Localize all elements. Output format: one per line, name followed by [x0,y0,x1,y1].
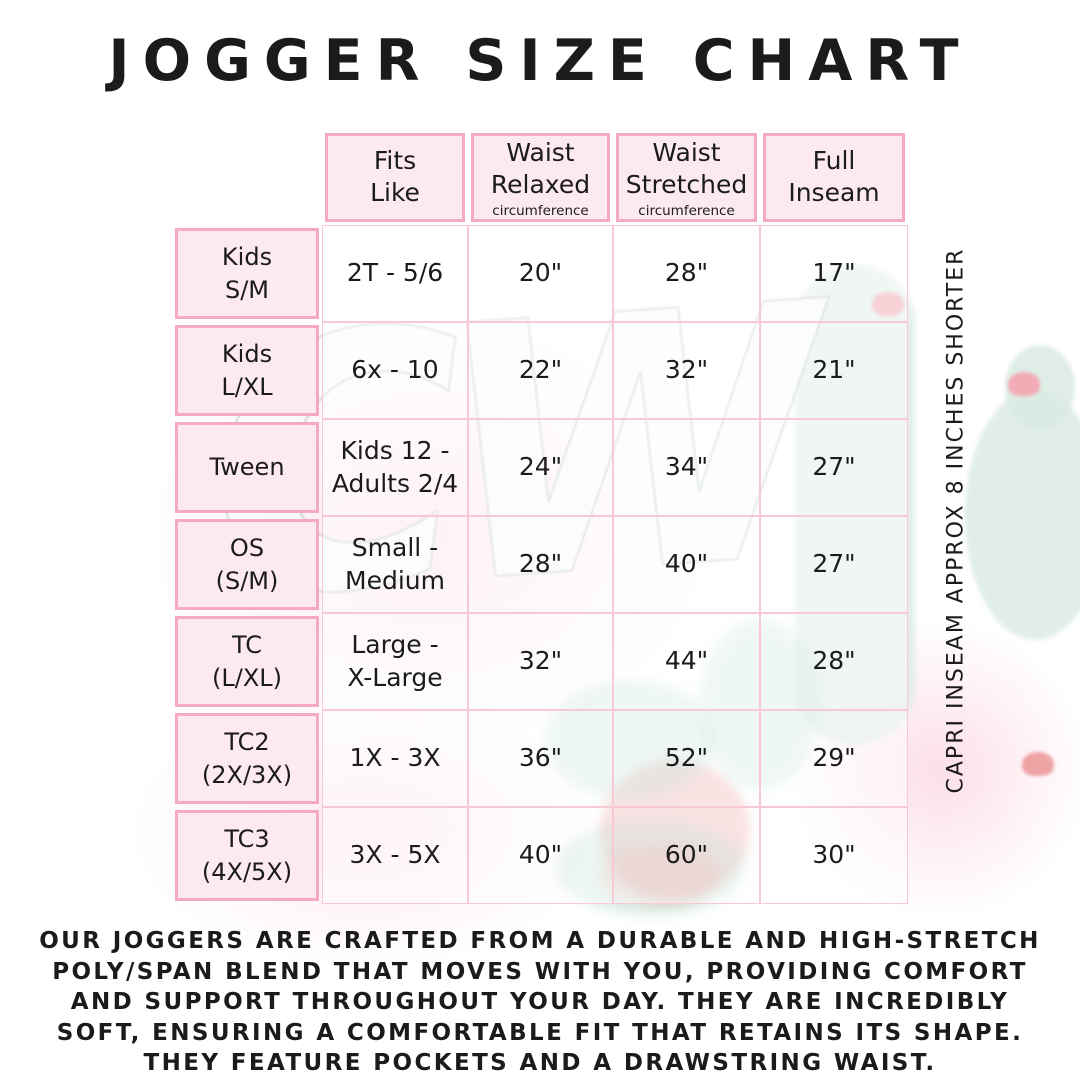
row-label-text: Kids S/M [221,243,273,304]
table-cell-full-inseam: 27" [760,419,908,516]
size-chart-table: Fits Like Waist Relaxed circumference Wa… [172,130,908,904]
row-label-text: Kids L/XL [221,340,273,401]
capri-inseam-note-text: CAPRI INSEAM APPROX 8 INCHES SHORTER [943,247,969,793]
table-cell-waist-stretched: 44" [613,613,760,710]
table-corner-spacer [172,130,322,225]
column-header-label: Waist Stretched [625,137,748,200]
table-cell-fits-like: 1X - 3X [322,710,468,807]
row-label-kids-sm: Kids S/M [175,228,319,319]
table-cell-full-inseam: 28" [760,613,908,710]
table-cell-waist-stretched: 52" [613,710,760,807]
table-cell-waist-stretched: 60" [613,807,760,904]
column-header-waist-relaxed: Waist Relaxed circumference [471,133,610,222]
table-cell-fits-like: Kids 12 - Adults 2/4 [322,419,468,516]
table-cell-full-inseam: 21" [760,322,908,419]
row-label-text: TC2 (2X/3X) [201,728,293,789]
table-cell-fits-like: 3X - 5X [322,807,468,904]
red-flower-decoration [1022,752,1054,776]
table-cell-waist-relaxed: 20" [468,225,613,322]
row-label-text: Tween [209,453,285,482]
table-cell-fits-like: 6x - 10 [322,322,468,419]
table-cell-full-inseam: 29" [760,710,908,807]
table-cell-fits-like: Small - Medium [322,516,468,613]
table-cell-waist-relaxed: 28" [468,516,613,613]
table-cell-fits-like: 2T - 5/6 [322,225,468,322]
table-cell-fits-like: Large - X-Large [322,613,468,710]
column-header-label: Fits Like [370,145,420,208]
column-header-label: Full Inseam [788,145,880,208]
prickly-pear-cactus-decoration [1005,345,1075,430]
pink-flower-decoration [1008,372,1040,396]
row-label-tween: Tween [175,422,319,513]
column-header-waist-stretched: Waist Stretched circumference [616,133,757,222]
table-cell-full-inseam: 30" [760,807,908,904]
table-cell-full-inseam: 27" [760,516,908,613]
row-label-kids-lxl: Kids L/XL [175,325,319,416]
table-cell-waist-stretched: 40" [613,516,760,613]
row-label-tc3-4x5x: TC3 (4X/5X) [175,810,319,901]
table-cell-waist-stretched: 28" [613,225,760,322]
page-title: JOGGER SIZE CHART [108,28,972,94]
table-cell-waist-relaxed: 40" [468,807,613,904]
column-header-full-inseam: Full Inseam [763,133,905,222]
product-description: OUR JOGGERS ARE CRAFTED FROM A DURABLE A… [39,928,1041,1077]
row-label-text: OS (S/M) [215,534,279,595]
table-cell-waist-relaxed: 36" [468,710,613,807]
table-cell-waist-relaxed: 24" [468,419,613,516]
table-cell-waist-stretched: 34" [613,419,760,516]
table-cell-waist-relaxed: 22" [468,322,613,419]
table-cell-waist-stretched: 32" [613,322,760,419]
column-header-subtext: circumference [638,202,735,219]
column-header-fits-like: Fits Like [325,133,465,222]
row-label-os-sm: OS (S/M) [175,519,319,610]
column-header-subtext: circumference [492,202,589,219]
column-header-label: Waist Relaxed [490,137,591,200]
capri-inseam-note: CAPRI INSEAM APPROX 8 INCHES SHORTER [925,235,987,805]
table-cell-waist-relaxed: 32" [468,613,613,710]
row-label-tc2-2x3x: TC2 (2X/3X) [175,713,319,804]
row-label-text: TC3 (4X/5X) [201,825,293,886]
row-label-tc-lxl: TC (L/XL) [175,616,319,707]
table-cell-full-inseam: 17" [760,225,908,322]
row-label-text: TC (L/XL) [212,631,282,692]
